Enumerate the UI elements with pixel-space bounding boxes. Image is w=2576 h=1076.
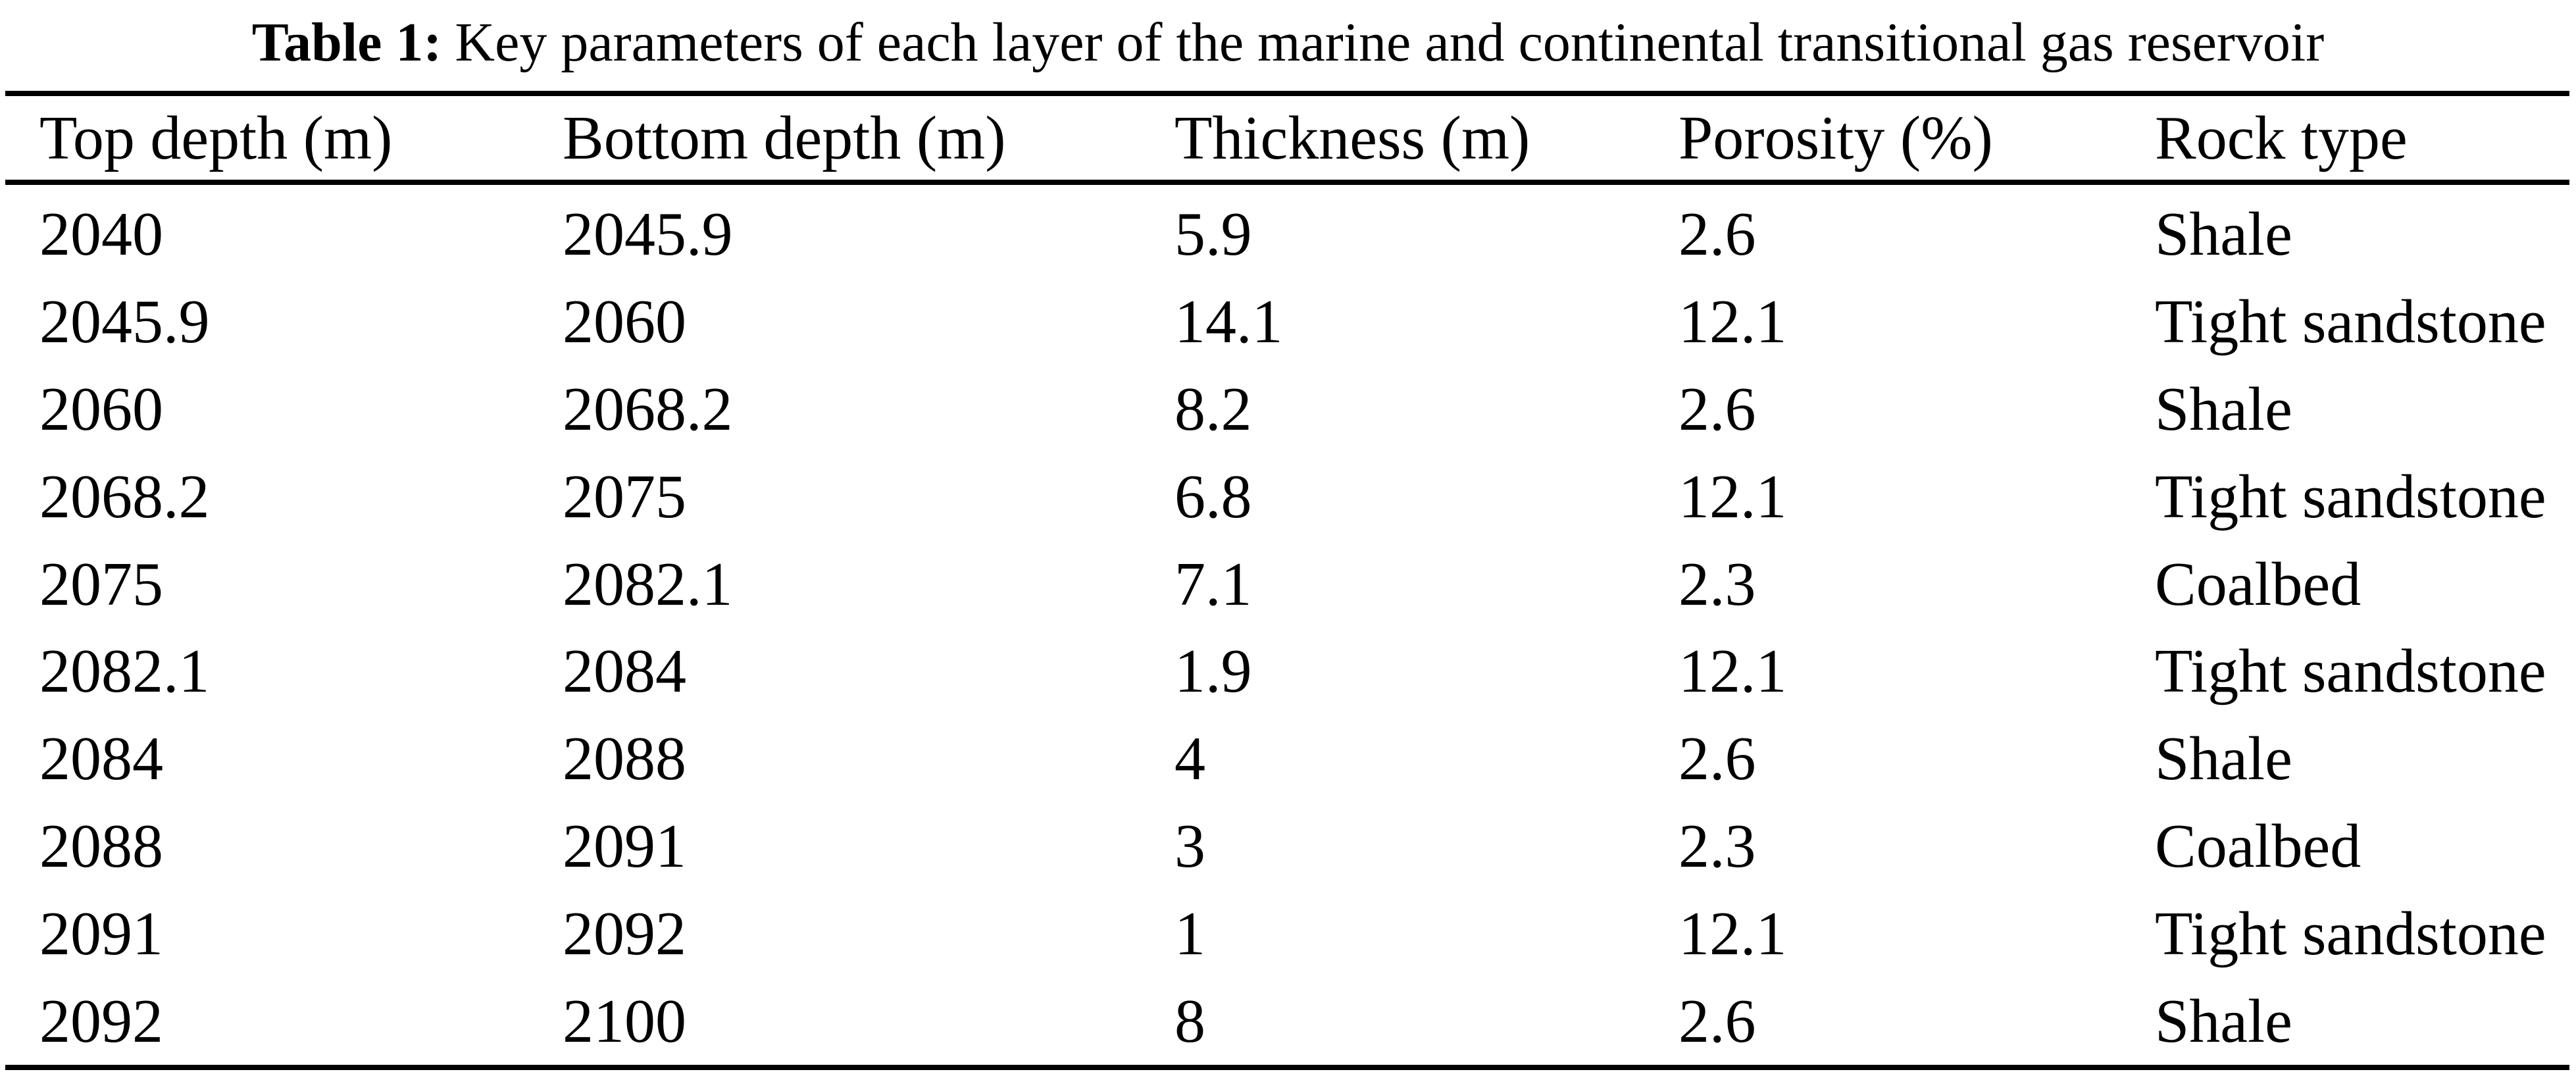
cell-top-depth: 2045.9 [39, 288, 210, 357]
table-row: 2082.1 2084 1.9 12.1 Tight sandstone [0, 628, 2576, 715]
table-top-rule [5, 91, 2569, 96]
cell-porosity: 2.6 [1679, 986, 1756, 1056]
table-caption: Table 1: Key parameters of each layer of … [0, 1, 2576, 84]
cell-bottom-depth: 2092 [563, 899, 686, 968]
table-header-row: Top depth (m) Bottom depth (m) Thickness… [0, 99, 2576, 178]
table-row: 2068.2 2075 6.8 12.1 Tight sandstone [0, 453, 2576, 540]
header-cell-bottom-depth: Bottom depth (m) [563, 104, 1006, 172]
cell-thickness: 1 [1174, 899, 1205, 968]
cell-top-depth: 2040 [39, 200, 163, 269]
header-cell-porosity: Porosity (%) [1679, 104, 1993, 172]
cell-top-depth: 2084 [39, 725, 163, 794]
cell-top-depth: 2082.1 [39, 637, 210, 706]
table-row: 2040 2045.9 5.9 2.6 Shale [0, 191, 2576, 278]
cell-top-depth: 2068.2 [39, 462, 210, 531]
cell-bottom-depth: 2084 [563, 637, 686, 706]
cell-thickness: 6.8 [1174, 462, 1252, 531]
cell-bottom-depth: 2060 [563, 288, 686, 357]
cell-porosity: 2.3 [1679, 811, 1756, 881]
cell-bottom-depth: 2088 [563, 725, 686, 794]
table-caption-text: Key parameters of each layer of the mari… [455, 12, 2325, 73]
cell-porosity: 2.3 [1679, 550, 1756, 619]
table-row: 2092 2100 8 2.6 Shale [0, 977, 2576, 1065]
cell-porosity: 2.6 [1679, 725, 1756, 794]
cell-rock-type: Shale [2155, 986, 2292, 1056]
cell-thickness: 4 [1174, 725, 1205, 794]
cell-bottom-depth: 2100 [563, 986, 686, 1056]
table-row: 2075 2082.1 7.1 2.3 Coalbed [0, 540, 2576, 628]
cell-thickness: 7.1 [1174, 550, 1252, 619]
cell-thickness: 8 [1174, 986, 1205, 1056]
table-caption-label: Table 1: [251, 12, 442, 73]
header-cell-top-depth: Top depth (m) [39, 104, 393, 172]
cell-rock-type: Shale [2155, 374, 2292, 444]
cell-bottom-depth: 2068.2 [563, 374, 733, 444]
table-row: 2045.9 2060 14.1 12.1 Tight sandstone [0, 278, 2576, 366]
cell-porosity: 2.6 [1679, 374, 1756, 444]
cell-bottom-depth: 2045.9 [563, 200, 733, 269]
table-row: 2060 2068.2 8.2 2.6 Shale [0, 366, 2576, 453]
cell-rock-type: Tight sandstone [2155, 288, 2546, 357]
cell-rock-type: Coalbed [2155, 550, 2361, 619]
cell-porosity: 2.6 [1679, 200, 1756, 269]
cell-top-depth: 2088 [39, 811, 163, 881]
cell-thickness: 1.9 [1174, 637, 1252, 706]
cell-rock-type: Tight sandstone [2155, 899, 2546, 968]
table-row: 2091 2092 1 12.1 Tight sandstone [0, 890, 2576, 977]
cell-thickness: 14.1 [1174, 288, 1283, 357]
cell-thickness: 5.9 [1174, 200, 1252, 269]
cell-rock-type: Coalbed [2155, 811, 2361, 881]
table-bottom-rule [5, 1065, 2569, 1070]
table-row: 2084 2088 4 2.6 Shale [0, 715, 2576, 803]
cell-bottom-depth: 2075 [563, 462, 686, 531]
cell-porosity: 12.1 [1679, 288, 1787, 357]
header-cell-thickness: Thickness (m) [1174, 104, 1530, 172]
cell-top-depth: 2092 [39, 986, 163, 1056]
cell-rock-type: Shale [2155, 200, 2292, 269]
cell-rock-type: Tight sandstone [2155, 637, 2546, 706]
cell-rock-type: Shale [2155, 725, 2292, 794]
cell-porosity: 12.1 [1679, 899, 1787, 968]
cell-porosity: 12.1 [1679, 462, 1787, 531]
cell-rock-type: Tight sandstone [2155, 462, 2546, 531]
cell-thickness: 3 [1174, 811, 1205, 881]
cell-bottom-depth: 2091 [563, 811, 686, 881]
table-body: 2040 2045.9 5.9 2.6 Shale 2045.9 2060 14… [0, 191, 2576, 1065]
cell-porosity: 12.1 [1679, 637, 1787, 706]
header-cell-rock-type: Rock type [2155, 104, 2408, 172]
table-row: 2088 2091 3 2.3 Coalbed [0, 803, 2576, 890]
cell-top-depth: 2091 [39, 899, 163, 968]
cell-top-depth: 2075 [39, 550, 163, 619]
cell-thickness: 8.2 [1174, 374, 1252, 444]
cell-bottom-depth: 2082.1 [563, 550, 733, 619]
table-header-rule [5, 180, 2569, 185]
cell-top-depth: 2060 [39, 374, 163, 444]
